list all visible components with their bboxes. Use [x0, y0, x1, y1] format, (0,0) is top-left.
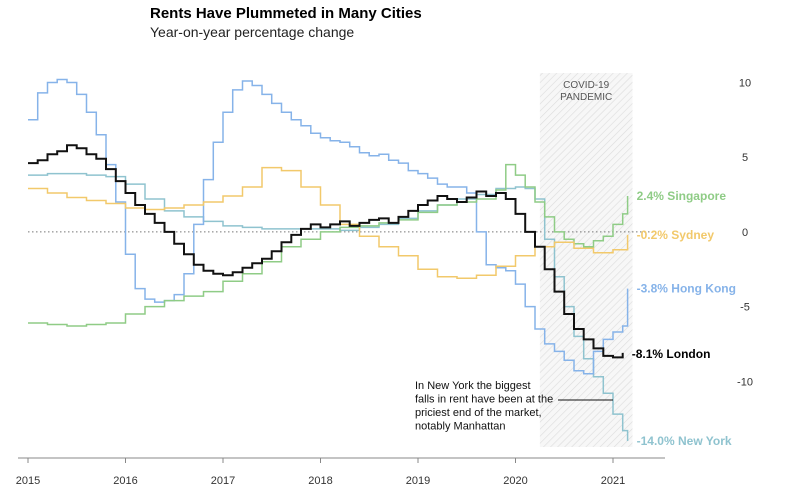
x-tick-label: 2018	[308, 475, 332, 487]
series-line-london	[28, 144, 624, 359]
y-tick-label: 0	[742, 227, 748, 239]
series-layer	[28, 78, 629, 441]
y-tick-label: -5	[740, 302, 750, 314]
end-label-london: -8.1% London	[632, 347, 711, 361]
axis-layer: 2015 2016 2017 2018 2019 2020 2021 10 5 0 -5 -10	[16, 77, 753, 487]
annotation-line: notably Manhattan	[415, 421, 506, 433]
end-label-sydney: -0.2% Sydney	[637, 228, 715, 242]
covid-label-2: PANDEMIC	[560, 92, 612, 103]
x-tick-label: 2017	[211, 475, 235, 487]
x-tick-label: 2016	[113, 475, 137, 487]
end-label-singapore: 2.4% Singapore	[637, 189, 727, 203]
end-labels: -14.0% New York -3.8% Hong Kong 2.4% Singa…	[632, 189, 736, 448]
covid-region	[539, 73, 633, 447]
x-tick-label: 2019	[406, 475, 430, 487]
y-tick-label: 5	[742, 152, 748, 164]
end-label-new-york: -14.0% New York	[637, 434, 732, 448]
annotation-line: falls in rent have been at the	[415, 394, 553, 406]
chart-subtitle: Year-on-year percentage change	[150, 24, 354, 40]
annotation-line: In New York the biggest	[415, 380, 531, 392]
y-tick-label: 10	[739, 77, 751, 89]
series-line-hong-kong	[28, 78, 629, 375]
series-line-sydney	[28, 166, 629, 279]
x-tick-label: 2015	[16, 475, 40, 487]
x-tick-label: 2020	[503, 475, 527, 487]
annotation-line: priciest end of the market,	[415, 407, 542, 419]
covid-label-1: COVID-19	[563, 80, 610, 91]
y-tick-label: -10	[737, 376, 753, 388]
x-tick-label: 2021	[601, 475, 625, 487]
series-line-singapore	[28, 163, 629, 327]
end-label-hong-kong: -3.8% Hong Kong	[637, 282, 736, 296]
chart-title: Rents Have Plummeted in Many Cities	[150, 5, 422, 22]
annotation: In New York the biggest falls in rent hav…	[415, 380, 613, 433]
